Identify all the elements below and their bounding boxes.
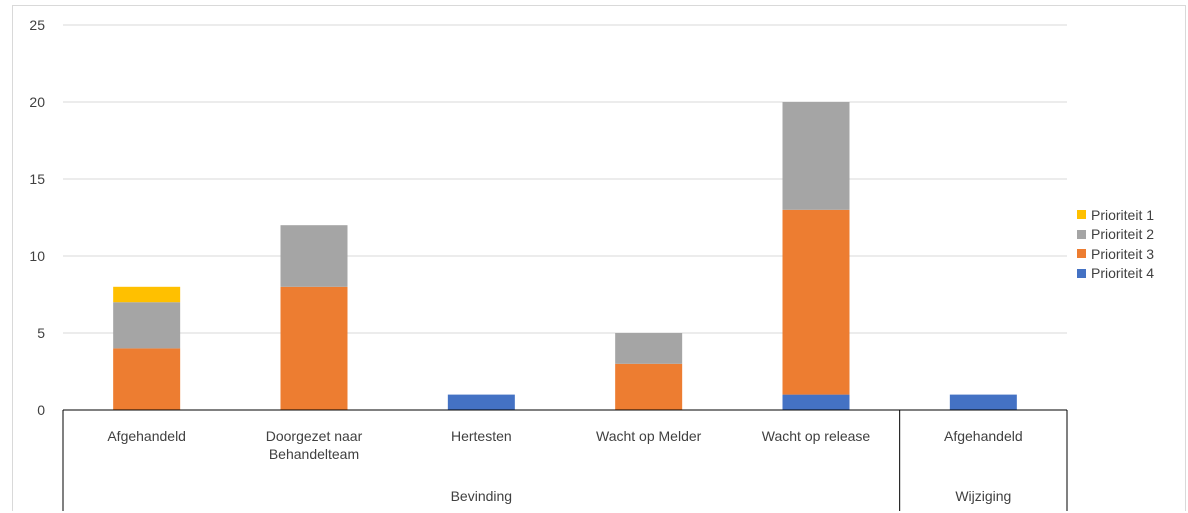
x-group-label: Bevinding xyxy=(451,488,513,504)
legend: Prioriteit 1 Prioriteit 2 Prioriteit 3 Prio… xyxy=(1077,205,1154,283)
y-tick-label: 0 xyxy=(37,402,45,418)
bar-segment-prioriteit-2 xyxy=(113,302,181,349)
bar-segment-prioriteit-3 xyxy=(782,209,850,395)
y-tick-label: 5 xyxy=(37,325,45,341)
legend-swatch xyxy=(1077,210,1086,220)
bar-segment-prioriteit-1 xyxy=(113,286,181,303)
bar-segment-prioriteit-3 xyxy=(113,348,181,410)
legend-item: Prioriteit 2 xyxy=(1077,225,1154,245)
y-tick-label: 20 xyxy=(29,94,45,110)
legend-item: Prioriteit 4 xyxy=(1077,264,1154,284)
y-tick-label: 10 xyxy=(29,248,45,264)
bar-segment-prioriteit-2 xyxy=(782,102,850,210)
legend-swatch xyxy=(1077,229,1086,239)
chart-frame xyxy=(12,5,1186,511)
legend-item: Prioriteit 3 xyxy=(1077,244,1154,264)
gridlines xyxy=(63,24,1067,334)
legend-label: Prioriteit 3 xyxy=(1091,245,1155,262)
legend-label: Prioriteit 1 xyxy=(1091,206,1155,223)
x-category-label: Wacht op Melder xyxy=(596,428,702,444)
legend-item: Prioriteit 1 xyxy=(1077,205,1154,225)
legend-label: Prioriteit 4 xyxy=(1091,265,1155,282)
x-category-label: Afgehandeld xyxy=(107,428,186,444)
y-tick-label: 25 xyxy=(29,17,45,33)
x-group-label: Wijziging xyxy=(955,488,1011,504)
x-category-label: Afgehandeld xyxy=(944,428,1023,444)
bars xyxy=(113,102,1017,410)
bar-segment-prioriteit-2 xyxy=(615,333,683,364)
legend-swatch xyxy=(1077,249,1086,259)
axes: 0 5 10 15 20 25 Afgehandeld Doorgezet naar Behan… xyxy=(29,17,1068,511)
legend-label: Prioriteit 2 xyxy=(1091,226,1155,243)
bar-segment-prioriteit-3 xyxy=(615,363,683,410)
bar-segment-prioriteit-4 xyxy=(949,394,1017,410)
bar-segment-prioriteit-4 xyxy=(447,394,515,410)
x-category-label: Hertesten xyxy=(451,428,512,444)
bar-segment-prioriteit-2 xyxy=(280,225,348,287)
x-category-label: Doorgezet naar Behandelteam xyxy=(266,428,363,462)
bar-segment-prioriteit-4 xyxy=(782,394,850,410)
legend-swatch xyxy=(1077,268,1086,278)
y-tick-label: 15 xyxy=(29,171,45,187)
bar-segment-prioriteit-3 xyxy=(280,286,348,410)
x-category-label: Wacht op release xyxy=(762,428,871,444)
